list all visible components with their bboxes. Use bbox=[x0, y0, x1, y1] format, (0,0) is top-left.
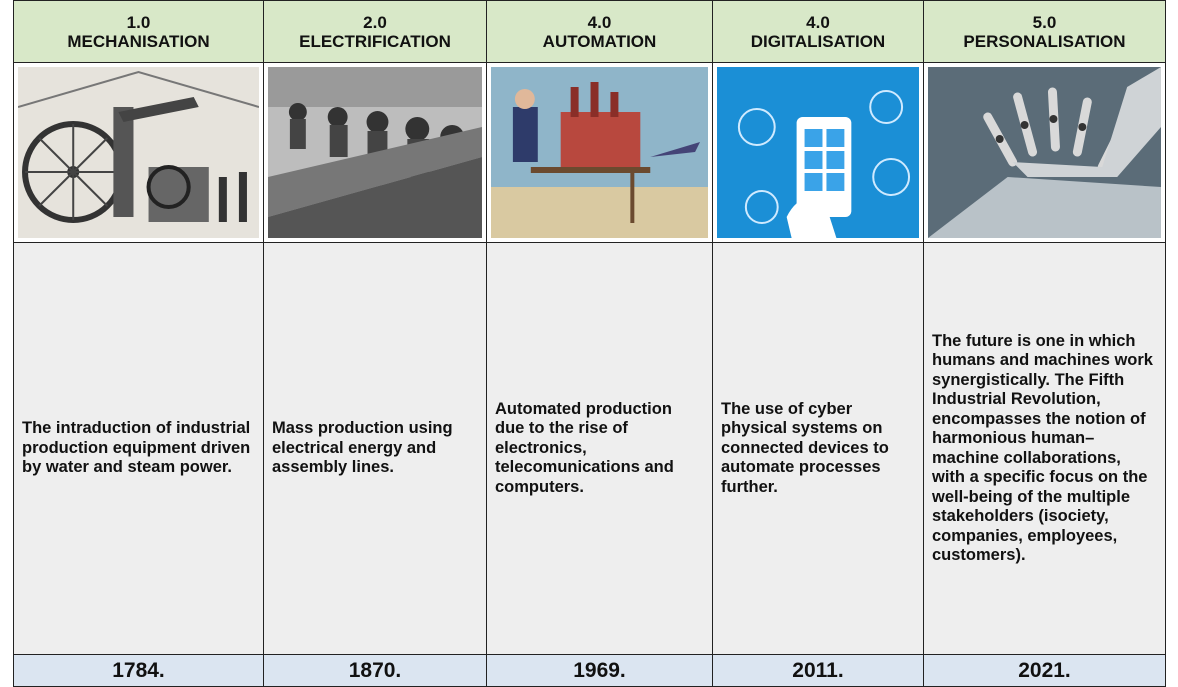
image-cell bbox=[712, 62, 924, 243]
description: The intraduction of industrial productio… bbox=[13, 242, 264, 655]
header-cell: 4.0 DIGITALISATION bbox=[712, 0, 924, 63]
name: PERSONALISATION bbox=[963, 31, 1126, 51]
image-row bbox=[13, 62, 1166, 243]
name: MECHANISATION bbox=[67, 31, 210, 51]
description: Automated production due to the rise of … bbox=[486, 242, 713, 655]
revolutions-table: 1.0 MECHANISATION 2.0 ELECTRIFICATION 4.0 A… bbox=[13, 0, 1166, 687]
header-row: 1.0 MECHANISATION 2.0 ELECTRIFICATION 4.0 A… bbox=[13, 0, 1166, 63]
number: 5.0 bbox=[1032, 12, 1057, 32]
digital-image bbox=[717, 67, 919, 238]
name: AUTOMATION bbox=[542, 31, 657, 51]
number: 2.0 bbox=[363, 12, 387, 32]
image-cell bbox=[486, 62, 713, 243]
description: The use of cyber physical systems on con… bbox=[712, 242, 924, 655]
description-row: The intraduction of industrial productio… bbox=[13, 242, 1166, 655]
number: 4.0 bbox=[806, 12, 830, 32]
assembly-line-image bbox=[268, 67, 482, 238]
description: Mass production using electrical energy … bbox=[263, 242, 487, 655]
image-cell bbox=[13, 62, 264, 243]
year: 2011. bbox=[712, 654, 924, 687]
header-cell: 1.0 MECHANISATION bbox=[13, 0, 264, 63]
robot-hand-image bbox=[928, 67, 1161, 238]
description: The future is one in which humans and ma… bbox=[923, 242, 1166, 655]
image-cell bbox=[263, 62, 487, 243]
header-cell: 2.0 ELECTRIFICATION bbox=[263, 0, 487, 63]
header-cell: 5.0 PERSONALISATION bbox=[923, 0, 1166, 63]
steam-engine-image bbox=[18, 67, 259, 238]
image-cell bbox=[923, 62, 1166, 243]
header-cell: 4.0 AUTOMATION bbox=[486, 0, 713, 63]
automation-image bbox=[491, 67, 708, 238]
name: DIGITALISATION bbox=[750, 31, 886, 51]
number: 1.0 bbox=[126, 12, 151, 32]
name: ELECTRIFICATION bbox=[299, 31, 451, 51]
number: 4.0 bbox=[587, 12, 612, 32]
